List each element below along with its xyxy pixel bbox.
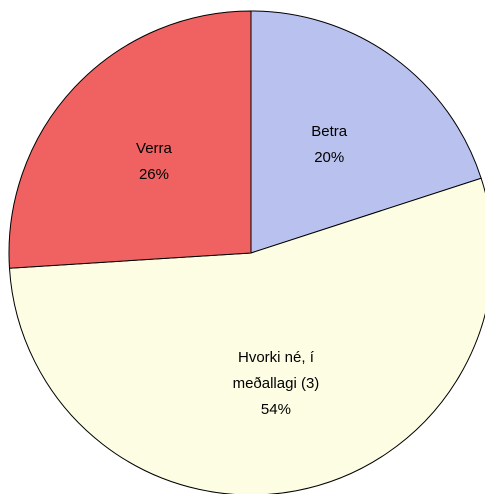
slice-label: Hvorki né, í meðallagi (3) 54% [216,345,336,423]
slice-name: Verra [136,139,172,157]
slice-percent: 54% [260,400,291,418]
slice-name: Betra [311,123,348,141]
slice-label: Betra 20% [269,119,389,171]
pie-slice [250,10,482,254]
slice-label: Verra 26% [94,136,214,188]
pie-slice [8,10,252,269]
slice-percent: 20% [314,149,345,167]
slice-percent: 26% [138,165,169,183]
slice-name: Hvorki né, í meðallagi (3) [232,348,320,392]
pie-slice [8,177,485,494]
